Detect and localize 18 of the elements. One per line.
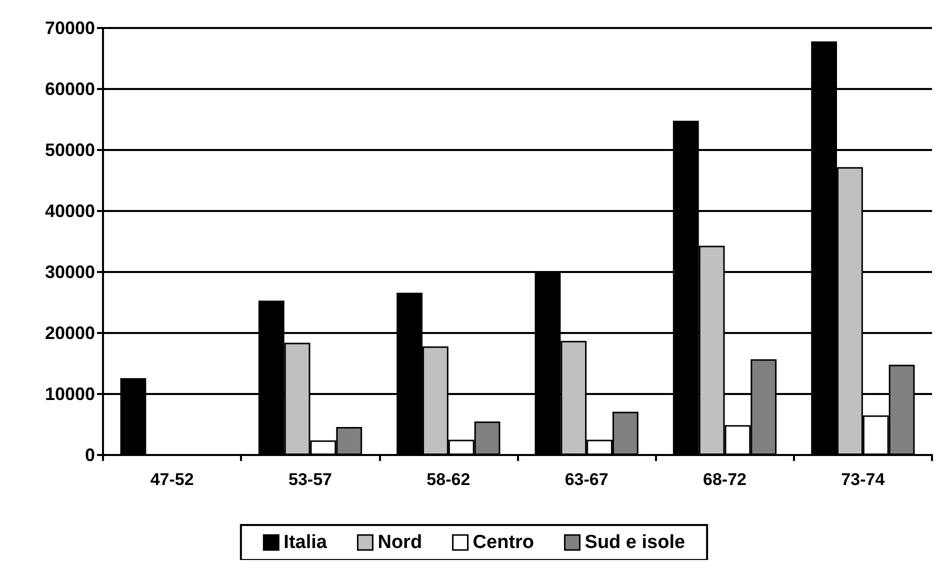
y-tick-label: 30000 [44,262,95,282]
y-tick-label: 40000 [44,201,95,221]
x-tick-label: 63-67 [564,470,608,489]
legend-label: Italia [284,532,328,553]
legend-label: Sud e isole [584,532,686,553]
x-tick-label: 68-72 [703,470,746,489]
legend-label: Centro [472,532,534,553]
y-tick-label: 50000 [44,140,95,160]
y-tick-label: 60000 [44,79,95,99]
x-tick-label: 58-62 [426,470,470,489]
x-tick-label: 73-74 [841,470,886,489]
y-tick-label: 70000 [44,18,95,38]
y-tick-label: 20000 [44,323,95,343]
y-tick-label: 0 [84,445,95,465]
x-tick-label: 53-57 [288,470,332,489]
y-tick-label: 10000 [44,384,95,404]
legend-label: Nord [378,532,422,553]
x-tick-label: 47-52 [150,470,194,489]
